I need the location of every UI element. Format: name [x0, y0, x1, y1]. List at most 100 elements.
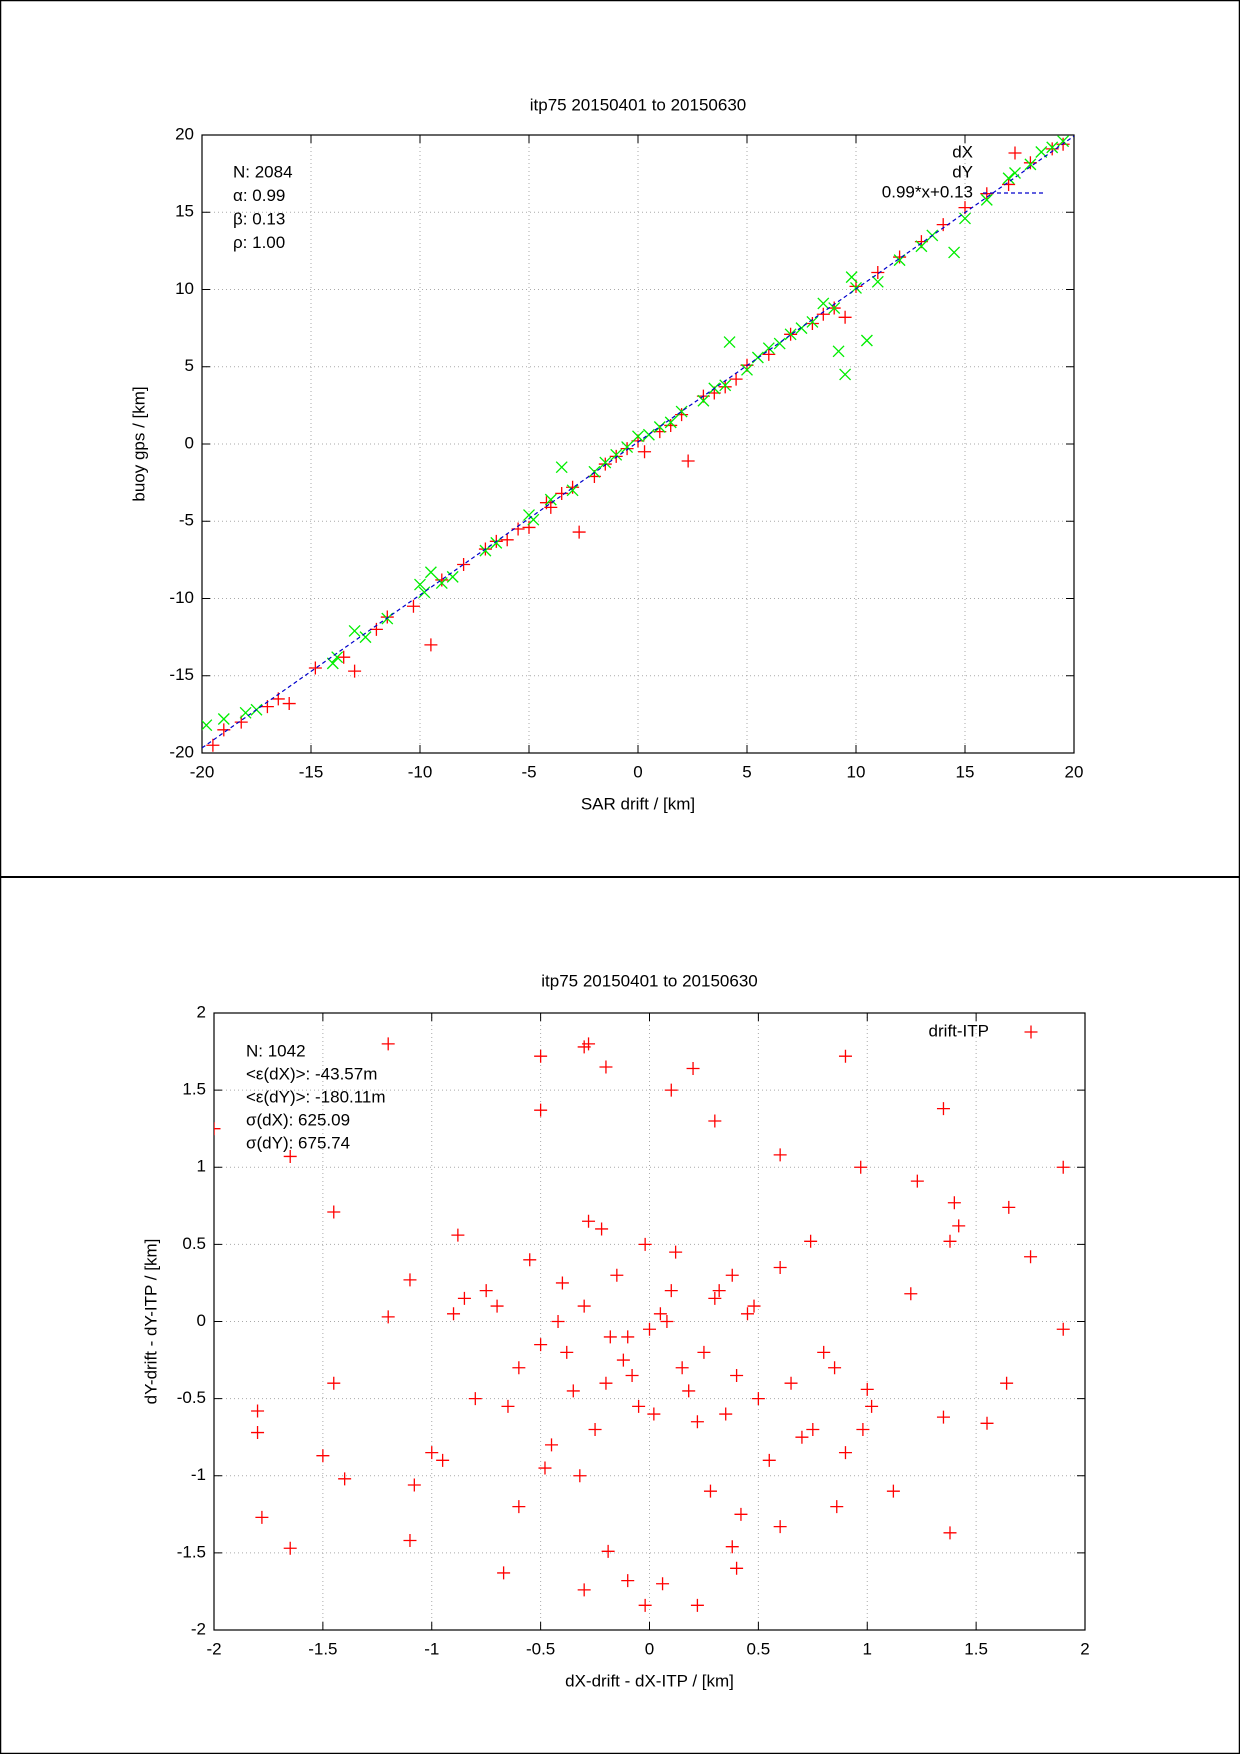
data-point — [838, 1446, 852, 1460]
data-point — [560, 1345, 574, 1359]
data-point — [860, 334, 873, 347]
x-tick-label: 5 — [742, 762, 751, 781]
legend-marker — [1008, 146, 1022, 160]
legend-label: dX — [952, 142, 973, 161]
data-point — [830, 1500, 844, 1514]
data-point — [947, 1196, 961, 1210]
data-point — [697, 1345, 711, 1359]
stats-annotation: N: 1042 — [246, 1041, 306, 1060]
data-point — [1057, 135, 1070, 148]
y-tick-label: 1.5 — [182, 1080, 206, 1099]
stats-annotation: <ε(dY)>: -180.11m — [246, 1087, 386, 1106]
data-point — [656, 1577, 670, 1591]
data-point — [407, 1478, 421, 1492]
data-point — [436, 1453, 450, 1467]
data-point — [860, 1382, 874, 1396]
data-point — [414, 578, 426, 591]
data-point — [806, 1422, 820, 1436]
data-point — [308, 661, 322, 675]
data-point — [664, 1284, 678, 1298]
data-point — [601, 1544, 615, 1558]
stats-annotation: α: 0.99 — [233, 186, 285, 205]
data-point — [816, 307, 830, 321]
y-tick-label: 0 — [185, 433, 194, 452]
stats-annotation: <ε(dX)>: -43.57m — [246, 1064, 377, 1083]
data-point — [545, 1438, 559, 1452]
x-tick-label: 15 — [956, 762, 975, 781]
y-tick-label: 0 — [197, 1311, 206, 1330]
chart-title: itp75 20150401 to 20150630 — [530, 95, 746, 114]
data-point — [573, 1469, 587, 1483]
data-point — [719, 379, 732, 392]
data-point — [251, 1426, 265, 1440]
data-point — [566, 484, 579, 497]
x-tick-label: -5 — [521, 762, 536, 781]
data-point — [865, 1399, 879, 1413]
x-tick-label: 0 — [645, 1639, 654, 1658]
data-point — [708, 1291, 722, 1305]
data-point — [832, 345, 845, 358]
data-point — [904, 1287, 918, 1301]
y-tick-label: -20 — [169, 742, 194, 761]
data-point — [403, 1273, 417, 1287]
data-point — [773, 1148, 787, 1162]
data-point — [838, 1049, 852, 1063]
data-point — [381, 1310, 395, 1324]
data-point — [762, 342, 775, 355]
data-point — [642, 428, 655, 441]
y-tick-label: 10 — [175, 279, 194, 298]
data-point — [501, 1399, 515, 1413]
data-point — [534, 1338, 548, 1352]
y-tick-label: -0.5 — [177, 1388, 206, 1407]
data-point — [282, 697, 296, 711]
stats-annotation: σ(dX): 625.09 — [246, 1110, 350, 1129]
data-point — [566, 480, 580, 494]
data-point — [936, 1410, 950, 1424]
data-point — [762, 1453, 776, 1467]
data-point — [625, 1368, 639, 1382]
fit-line — [202, 135, 1074, 749]
data-point — [773, 1261, 787, 1275]
data-point — [544, 493, 557, 506]
data-point — [577, 1583, 591, 1597]
data-point — [348, 664, 362, 678]
x-tick-label: 10 — [847, 762, 866, 781]
data-point — [638, 1598, 652, 1612]
y-axis-label: dY-drift - dY-ITP / [km] — [141, 1239, 160, 1405]
data-point — [490, 1299, 504, 1313]
data-point — [551, 1315, 565, 1328]
data-point — [337, 650, 351, 664]
data-point — [598, 457, 612, 471]
x-tick-label: -20 — [190, 762, 215, 781]
data-point — [500, 533, 514, 547]
data-point — [610, 448, 623, 461]
data-point — [572, 525, 586, 539]
data-point — [643, 1322, 656, 1336]
data-point — [435, 577, 448, 590]
data-layer — [214, 1037, 1070, 1612]
data-point — [214, 1122, 221, 1136]
data-point — [723, 336, 736, 348]
data-point — [638, 1237, 652, 1251]
data-point — [447, 1307, 461, 1321]
data-point — [446, 570, 459, 583]
chart-title: itp75 20150401 to 20150630 — [541, 971, 757, 990]
data-point — [730, 1368, 744, 1382]
data-point — [871, 275, 884, 288]
data-point — [682, 1384, 696, 1398]
data-point — [838, 310, 852, 324]
data-point — [980, 193, 993, 206]
data-point — [740, 1307, 754, 1321]
data-point — [435, 573, 449, 587]
plot-frame — [213, 1012, 1086, 1631]
data-point — [632, 1399, 646, 1413]
data-point — [1002, 1200, 1016, 1214]
x-axis-label: SAR drift / [km] — [581, 794, 695, 813]
plot-frame — [201, 134, 1075, 754]
x-tick-label: 2 — [1080, 1639, 1089, 1658]
data-point — [217, 713, 230, 725]
data-point — [681, 454, 695, 468]
data-point — [839, 368, 852, 381]
data-point — [331, 651, 344, 664]
legend-label: dY — [952, 162, 973, 181]
